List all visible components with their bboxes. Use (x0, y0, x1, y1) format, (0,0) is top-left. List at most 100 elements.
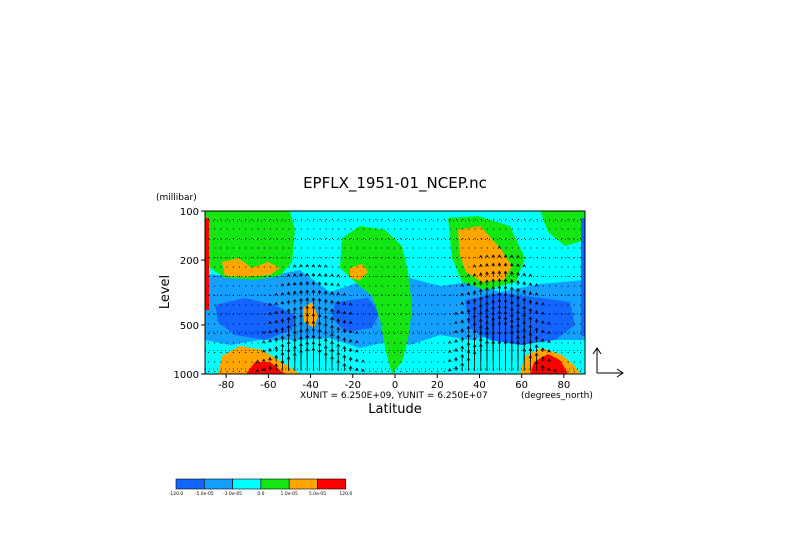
vector-dot (294, 228, 296, 230)
vector-dot (406, 361, 408, 363)
vector-dot (530, 266, 532, 268)
vector-dot (561, 342, 563, 344)
flux-vector-head (497, 278, 502, 282)
vector-dot (239, 266, 240, 268)
y-tick-label: 100 (180, 207, 199, 218)
flux-vector-head (261, 367, 266, 372)
vector-dot (549, 314, 550, 315)
flux-vector-head (528, 340, 533, 344)
vector-dot (406, 276, 408, 277)
vector-dot (226, 295, 228, 296)
vector-dot (400, 238, 402, 239)
vector-dot (363, 323, 364, 325)
vector-dot (387, 266, 389, 268)
vector-dot (239, 276, 240, 277)
vector-dot (381, 228, 383, 230)
flux-vector-head (491, 311, 496, 316)
vector-dot (369, 314, 371, 315)
vector-dot (412, 219, 414, 220)
vector-dot (418, 285, 420, 287)
vector-dot (437, 352, 439, 353)
flux-vector-head (509, 313, 514, 317)
vector-dot (381, 314, 383, 315)
flux-vector-head (472, 314, 477, 318)
flux-vector-head (361, 359, 365, 363)
colorbar-swatch (288, 478, 318, 490)
vector-dot (499, 238, 501, 239)
colorbar-swatch (260, 478, 290, 490)
flux-vector-head (540, 338, 545, 342)
vector-dot (214, 285, 216, 287)
flux-vector-head (268, 338, 272, 343)
vector-dot (462, 247, 464, 249)
colorbar-label: 0.0 (257, 491, 264, 497)
vector-dot (580, 342, 581, 344)
vector-dot (511, 238, 513, 239)
vector-dot (226, 266, 228, 268)
flux-vector-head (286, 291, 291, 295)
flux-vector-head (274, 346, 279, 350)
vector-dot (226, 371, 228, 372)
vector-dot (542, 219, 544, 220)
vector-dot (245, 228, 247, 230)
vector-dot (468, 266, 470, 268)
ep-flux-vectors (208, 219, 581, 373)
sh-surface-positive (218, 346, 300, 374)
flux-vector-head (286, 308, 291, 312)
vector-dot (530, 247, 532, 249)
x-unit-label: (degrees_north) (521, 391, 593, 401)
flux-vector-head (478, 318, 483, 322)
vector-dot (580, 238, 581, 239)
vector-dot (220, 285, 222, 287)
flux-vector-head (268, 302, 272, 307)
flux-vector-head (516, 335, 520, 339)
flux-vector-head (336, 335, 341, 339)
vector-dot (387, 371, 389, 372)
vector-dot (375, 219, 377, 220)
vector-dot (257, 257, 259, 258)
flux-vector-head (354, 358, 359, 362)
vector-dot (400, 285, 402, 287)
vector-dot (456, 266, 457, 268)
vector-dot (381, 361, 383, 363)
colorbar-label: 1.0e-05 (281, 491, 298, 497)
vector-dot (573, 238, 575, 239)
vector-dot (542, 228, 544, 230)
vector-dot (375, 247, 377, 249)
vector-dot (387, 247, 389, 249)
flux-vector-head (292, 290, 297, 294)
vector-dot (232, 361, 234, 363)
vector-dot (282, 257, 284, 258)
x-axis: -80 -60 -40 -20 0 20 40 60 80 (218, 374, 570, 391)
colorbar-swatch (204, 478, 233, 490)
vector-dot (418, 352, 420, 353)
x-tick-label: -20 (345, 380, 361, 391)
vector-dot (313, 238, 315, 239)
flux-vector-head (330, 355, 334, 360)
vector-dot (567, 266, 569, 268)
colorbar: -120.0 -5.0e-05 -1.0e-05 0.0 1.0e-05 5.0e-05 1… (169, 478, 352, 497)
vector-dot (567, 342, 569, 344)
vector-dot (555, 342, 557, 344)
vector-dot (400, 219, 402, 220)
flux-vector-head (528, 282, 533, 286)
vector-dot (567, 361, 569, 363)
right-edge-min (581, 218, 585, 336)
flux-vector-head (280, 359, 285, 364)
vector-dot (257, 314, 259, 315)
flux-vector-head (348, 338, 353, 343)
vector-dot (375, 371, 377, 372)
flux-vector-head (522, 305, 527, 310)
flux-vector-head (466, 317, 471, 321)
vector-dot (474, 238, 476, 239)
vector-dot (208, 295, 209, 296)
vector-dot (437, 323, 439, 325)
vector-dot (431, 285, 433, 287)
vector-dot (270, 266, 271, 268)
vector-dot (239, 352, 240, 353)
vector-dot (263, 266, 265, 268)
flux-vector-head (330, 316, 334, 321)
vector-dot (418, 323, 420, 325)
vector-dot (431, 361, 433, 363)
vector-dot (356, 304, 358, 306)
